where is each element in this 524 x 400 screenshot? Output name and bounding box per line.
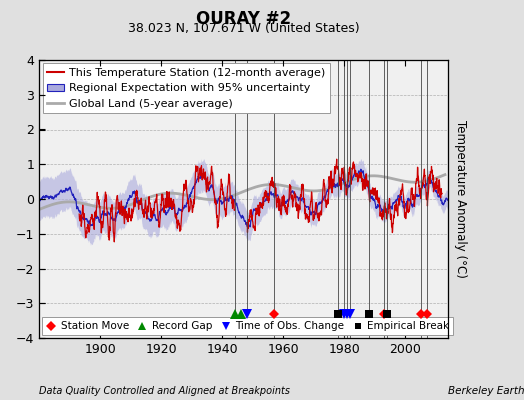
- Text: OURAY #2: OURAY #2: [196, 10, 291, 28]
- Text: 38.023 N, 107.671 W (United States): 38.023 N, 107.671 W (United States): [128, 22, 359, 35]
- Text: Berkeley Earth: Berkeley Earth: [448, 386, 524, 396]
- Y-axis label: Temperature Anomaly (°C): Temperature Anomaly (°C): [454, 120, 466, 278]
- Text: Data Quality Controlled and Aligned at Breakpoints: Data Quality Controlled and Aligned at B…: [39, 386, 290, 396]
- Legend: Station Move, Record Gap, Time of Obs. Change, Empirical Break: Station Move, Record Gap, Time of Obs. C…: [42, 317, 453, 335]
